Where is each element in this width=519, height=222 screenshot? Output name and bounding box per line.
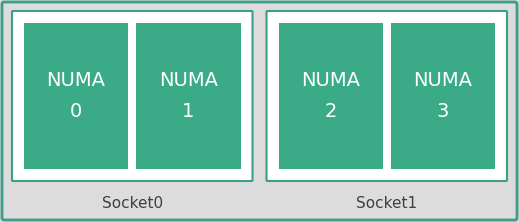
Text: NUMA
3: NUMA 3	[413, 71, 472, 121]
Text: Socket1: Socket1	[356, 196, 417, 211]
Text: NUMA
0: NUMA 0	[47, 71, 106, 121]
FancyBboxPatch shape	[12, 11, 253, 181]
Text: NUMA
1: NUMA 1	[159, 71, 218, 121]
FancyBboxPatch shape	[266, 11, 507, 181]
Text: Socket0: Socket0	[102, 196, 163, 211]
FancyBboxPatch shape	[391, 23, 495, 169]
Text: NUMA
2: NUMA 2	[301, 71, 360, 121]
FancyBboxPatch shape	[2, 2, 517, 220]
FancyBboxPatch shape	[136, 23, 240, 169]
FancyBboxPatch shape	[279, 23, 383, 169]
FancyBboxPatch shape	[24, 23, 128, 169]
